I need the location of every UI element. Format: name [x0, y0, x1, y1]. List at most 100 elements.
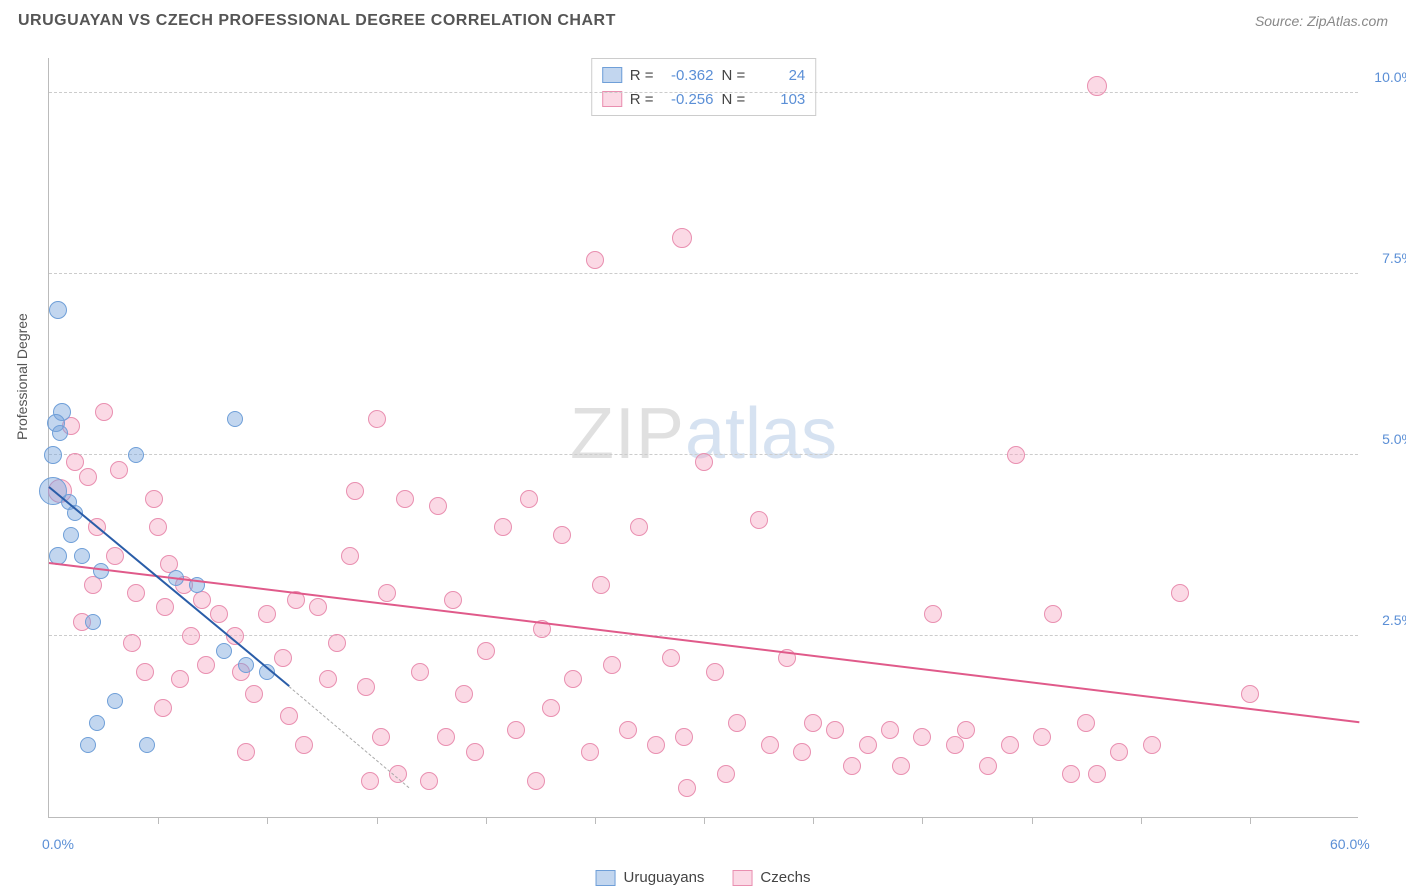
y-tick-label: 10.0% [1364, 69, 1406, 85]
data-point-czechs [678, 779, 696, 797]
data-point-czechs [1171, 584, 1189, 602]
data-point-czechs [1001, 736, 1019, 754]
data-point-czechs [592, 576, 610, 594]
data-point-czechs [145, 490, 163, 508]
chart-title: URUGUAYAN VS CZECH PROFESSIONAL DEGREE C… [18, 12, 616, 30]
legend-item-uruguayans: Uruguayans [596, 869, 705, 886]
data-point-czechs [527, 772, 545, 790]
x-tick [267, 817, 268, 824]
x-axis-max-label: 60.0% [1330, 836, 1370, 852]
series-legend: Uruguayans Czechs [596, 869, 811, 886]
data-point-czechs [672, 228, 692, 248]
data-point-czechs [603, 656, 621, 674]
x-tick [158, 817, 159, 824]
y-tick-label: 5.0% [1364, 431, 1406, 447]
x-tick [595, 817, 596, 824]
y-tick-label: 2.5% [1364, 612, 1406, 628]
x-tick [1032, 817, 1033, 824]
data-point-czechs [420, 772, 438, 790]
data-point-czechs [892, 757, 910, 775]
data-point-czechs [843, 757, 861, 775]
legend-n-label: N = [722, 67, 746, 84]
data-point-czechs [1077, 714, 1095, 732]
legend-item-czechs: Czechs [732, 869, 810, 886]
x-tick [377, 817, 378, 824]
data-point-czechs [274, 649, 292, 667]
x-tick [1250, 817, 1251, 824]
data-point-czechs [1007, 446, 1025, 464]
swatch-uruguayans [596, 870, 616, 886]
data-point-czechs [750, 511, 768, 529]
data-point-czechs [84, 576, 102, 594]
data-point-czechs [494, 518, 512, 536]
data-point-czechs [79, 468, 97, 486]
data-point-czechs [156, 598, 174, 616]
data-point-uruguayans [139, 737, 155, 753]
data-point-czechs [357, 678, 375, 696]
y-tick-label: 7.5% [1364, 250, 1406, 266]
series-label-uruguayans: Uruguayans [624, 869, 705, 886]
data-point-czechs [396, 490, 414, 508]
data-point-czechs [182, 627, 200, 645]
data-point-czechs [706, 663, 724, 681]
legend-r-label: R = [630, 67, 654, 84]
data-point-czechs [245, 685, 263, 703]
data-point-czechs [66, 453, 84, 471]
data-point-czechs [197, 656, 215, 674]
data-point-uruguayans [49, 301, 67, 319]
data-point-czechs [341, 547, 359, 565]
series-label-czechs: Czechs [760, 869, 810, 886]
data-point-czechs [761, 736, 779, 754]
gridline [49, 92, 1358, 93]
data-point-uruguayans [80, 737, 96, 753]
data-point-uruguayans [44, 446, 62, 464]
data-point-uruguayans [52, 425, 68, 441]
legend-row-uruguayans: R = -0.362 N = 24 [602, 63, 806, 87]
data-point-czechs [1110, 743, 1128, 761]
data-point-czechs [507, 721, 525, 739]
x-tick [813, 817, 814, 824]
data-point-uruguayans [74, 548, 90, 564]
data-point-czechs [171, 670, 189, 688]
x-tick [704, 817, 705, 824]
trendline-czechs [49, 562, 1359, 723]
data-point-czechs [695, 453, 713, 471]
data-point-czechs [411, 663, 429, 681]
x-tick [922, 817, 923, 824]
swatch-czechs [602, 91, 622, 107]
data-point-czechs [258, 605, 276, 623]
data-point-czechs [913, 728, 931, 746]
data-point-czechs [309, 598, 327, 616]
data-point-czechs [662, 649, 680, 667]
data-point-czechs [295, 736, 313, 754]
data-point-czechs [154, 699, 172, 717]
scatter-plot: ZIPatlas R = -0.362 N = 24 R = -0.256 N … [48, 58, 1358, 818]
data-point-czechs [123, 634, 141, 652]
data-point-czechs [1241, 685, 1259, 703]
data-point-czechs [1044, 605, 1062, 623]
data-point-uruguayans [238, 657, 254, 673]
data-point-czechs [717, 765, 735, 783]
data-point-czechs [586, 251, 604, 269]
data-point-czechs [372, 728, 390, 746]
data-point-uruguayans [128, 447, 144, 463]
data-point-czechs [149, 518, 167, 536]
watermark-left: ZIP [570, 393, 685, 473]
data-point-czechs [437, 728, 455, 746]
data-point-czechs [619, 721, 637, 739]
gridline [49, 635, 1358, 636]
data-point-czechs [361, 772, 379, 790]
data-point-czechs [95, 403, 113, 421]
data-point-uruguayans [216, 643, 232, 659]
data-point-czechs [826, 721, 844, 739]
data-point-czechs [110, 461, 128, 479]
chart-source: Source: ZipAtlas.com [1255, 13, 1388, 29]
legend-row-czechs: R = -0.256 N = 103 [602, 87, 806, 111]
data-point-czechs [647, 736, 665, 754]
data-point-uruguayans [227, 411, 243, 427]
data-point-czechs [455, 685, 473, 703]
correlation-legend: R = -0.362 N = 24 R = -0.256 N = 103 [591, 58, 817, 116]
data-point-uruguayans [89, 715, 105, 731]
data-point-czechs [328, 634, 346, 652]
data-point-czechs [728, 714, 746, 732]
